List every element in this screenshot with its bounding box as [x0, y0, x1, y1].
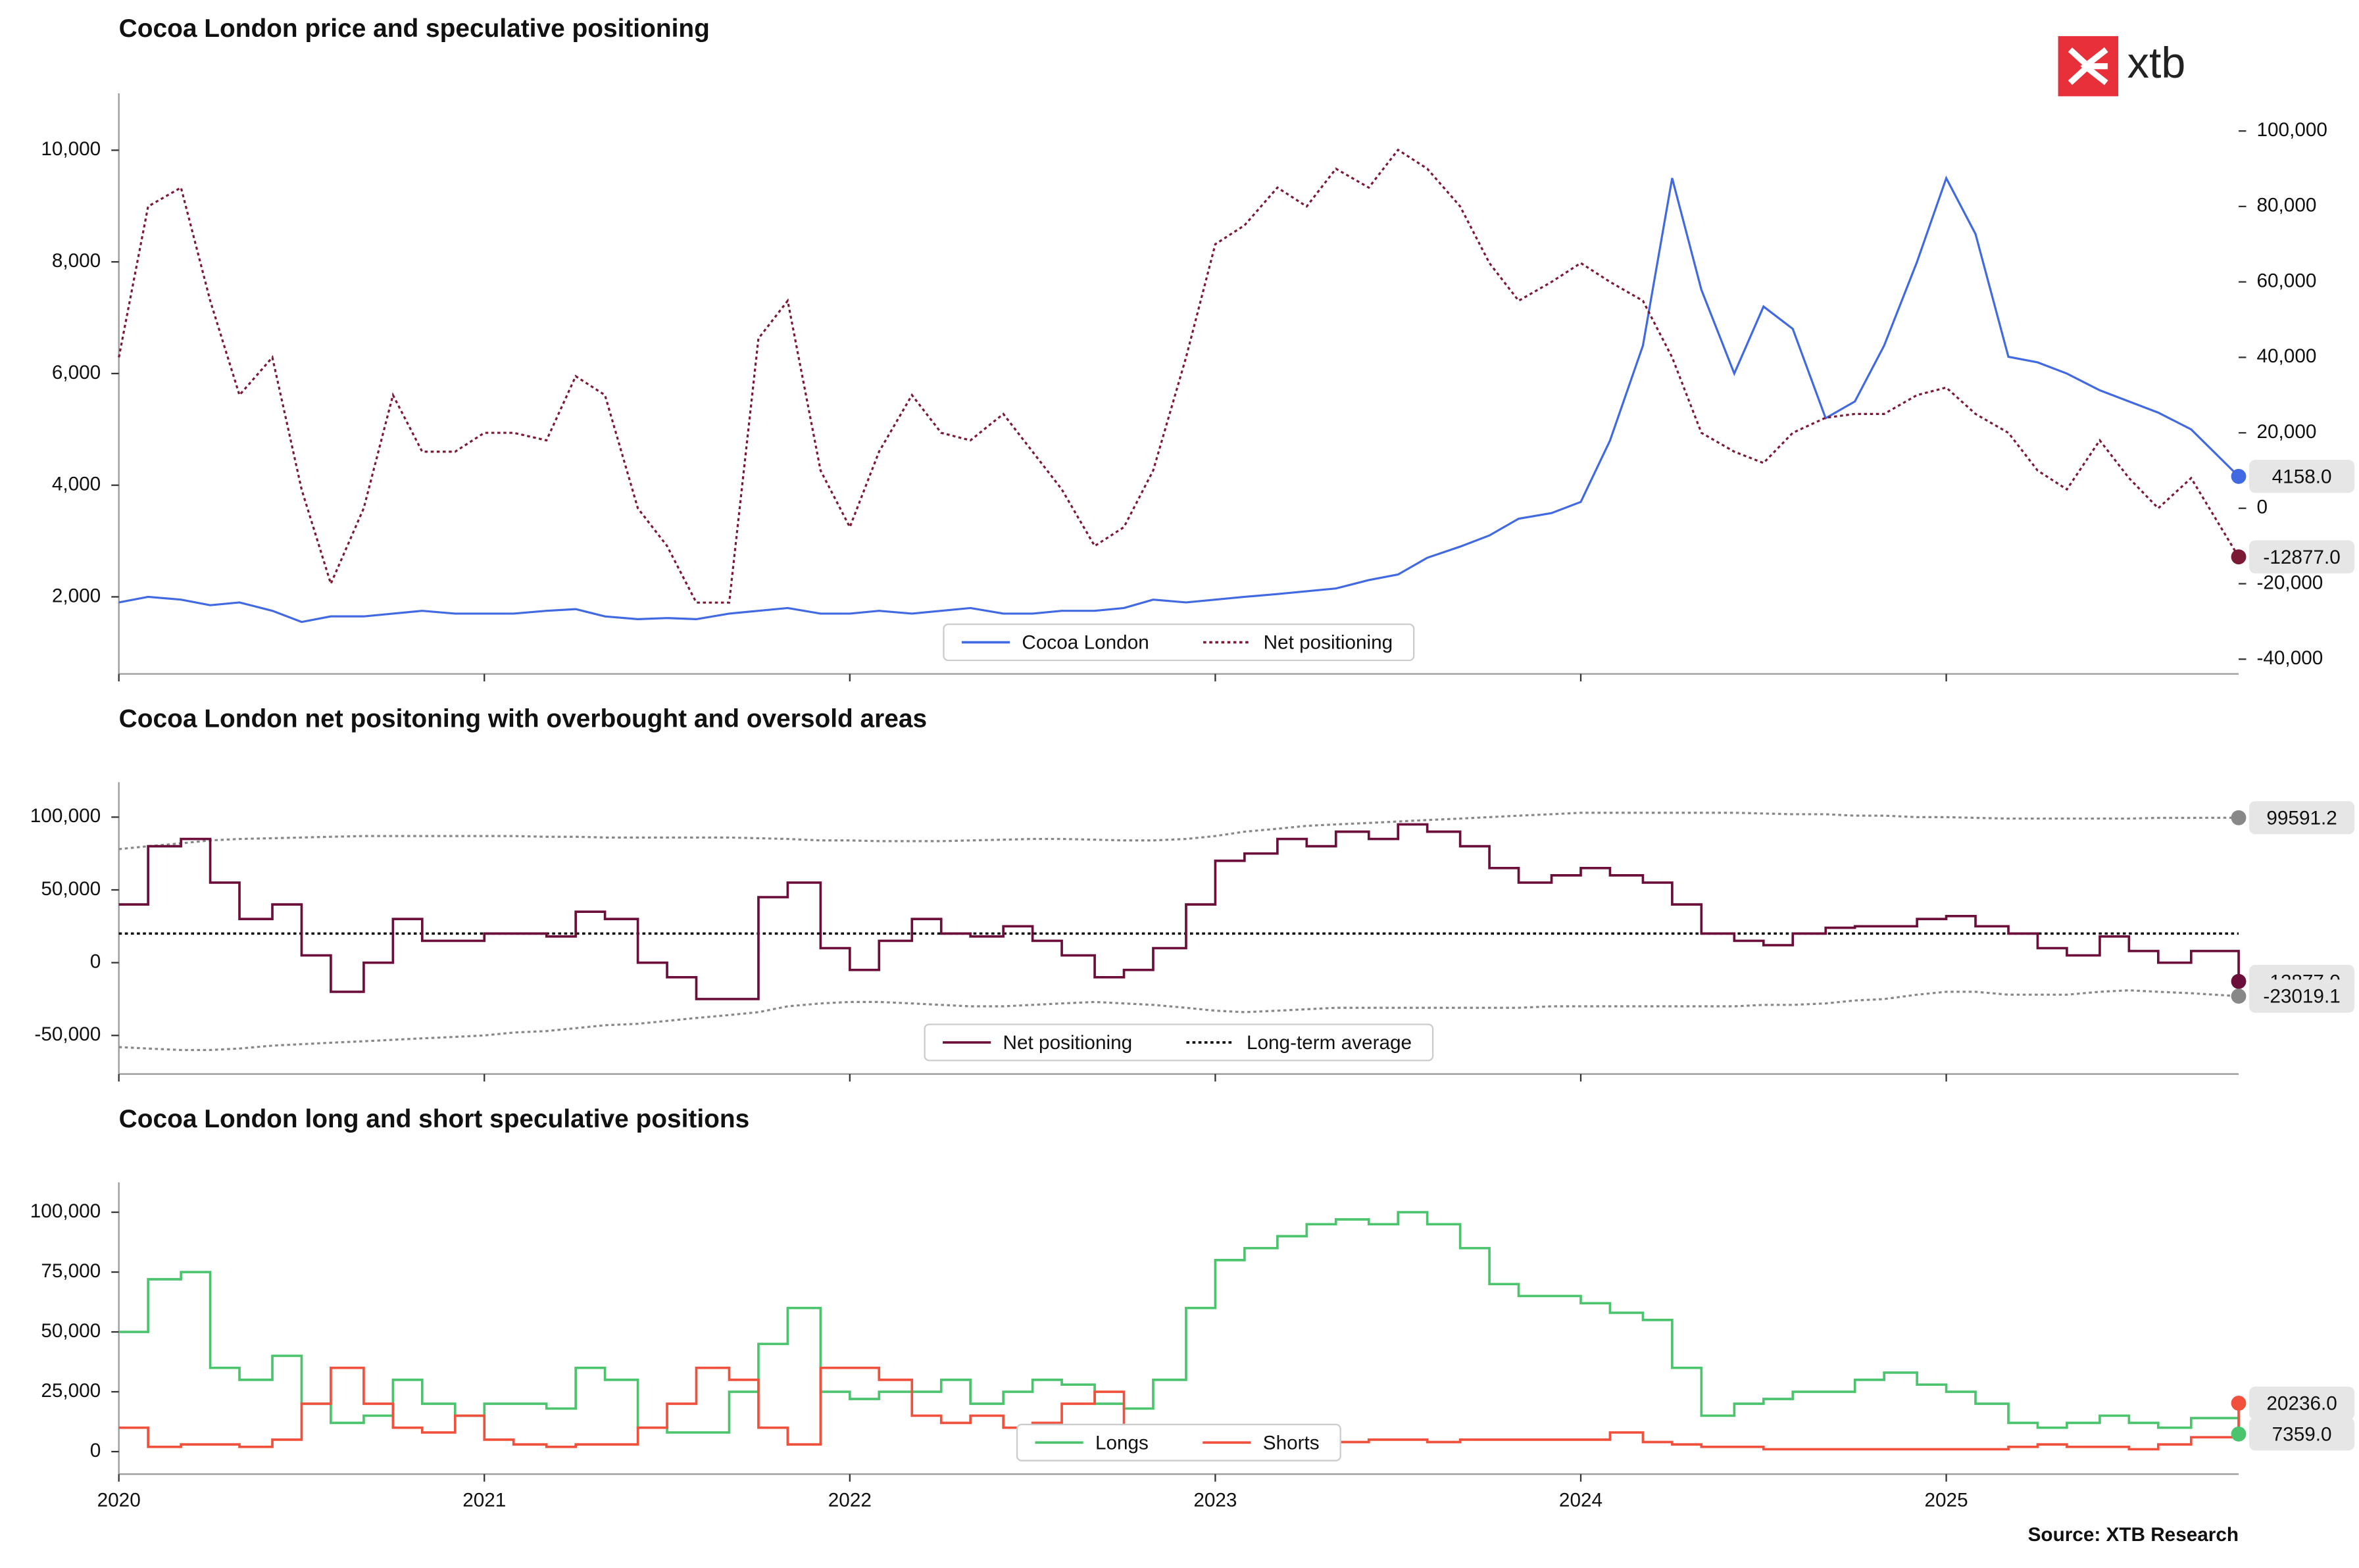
end-marker — [2231, 549, 2247, 565]
legend-box — [943, 623, 1415, 662]
y-tick-label: 75,000 — [41, 1260, 101, 1282]
y2-tick-label: 100,000 — [2256, 119, 2327, 141]
y2-tick-label: 80,000 — [2256, 195, 2316, 216]
y-tick-label: 6,000 — [52, 362, 101, 383]
y2-tick-label: 40,000 — [2256, 345, 2316, 367]
y2-tick-label: 20,000 — [2256, 421, 2316, 443]
end-label-box — [2249, 540, 2355, 574]
y2-tick-label: -40,000 — [2256, 647, 2323, 669]
end-label: -12877.0 — [2263, 547, 2340, 568]
series-line — [118, 1211, 2240, 1434]
end-label-box — [2249, 801, 2355, 835]
legend-box — [1016, 1423, 1341, 1461]
y-tick-label: -50,000 — [34, 1023, 101, 1045]
end-marker — [2231, 1426, 2247, 1442]
end-marker — [2231, 1395, 2247, 1411]
end-marker — [2231, 468, 2247, 484]
end-marker — [2231, 989, 2247, 1004]
legend-box — [924, 1023, 1434, 1062]
legend: Longs Shorts — [1016, 1423, 1341, 1461]
logo: xtb — [2058, 36, 2185, 97]
y-tick-label: 0 — [90, 1440, 101, 1461]
end-marker — [2231, 810, 2247, 825]
logo-text: xtb — [2127, 39, 2185, 87]
y-tick-label: 100,000 — [30, 1200, 101, 1222]
series-line — [118, 175, 2240, 624]
legend-label: Long-term average — [1247, 1032, 1412, 1054]
x-tick-label: 2023 — [1193, 1489, 1237, 1511]
end-label: -23019.1 — [2263, 986, 2340, 1008]
y-tick-label: 2,000 — [52, 585, 101, 606]
source: Source: XTB Research — [2028, 1524, 2239, 1546]
panel-title: Cocoa London price and speculative posit… — [119, 14, 710, 43]
legend-label: Cocoa London — [1022, 632, 1149, 654]
y-tick-label: 50,000 — [41, 878, 101, 900]
end-label-box — [2249, 460, 2355, 493]
end-label: 99591.2 — [2266, 807, 2337, 829]
series-line — [118, 989, 2239, 1052]
y-tick-label: 4,000 — [52, 474, 101, 495]
y-tick-label: 25,000 — [41, 1380, 101, 1402]
x-tick-label: 2025 — [1925, 1489, 1968, 1511]
x-tick-label: 2020 — [97, 1489, 141, 1511]
y-tick-label: 0 — [90, 951, 101, 973]
end-label-box — [2249, 979, 2355, 1013]
end-label: 7359.0 — [2272, 1423, 2332, 1445]
series-line — [118, 823, 2240, 1000]
series-line — [118, 148, 2240, 604]
panel-title: Cocoa London long and short speculative … — [119, 1105, 750, 1133]
y2-tick-label: -20,000 — [2256, 572, 2323, 593]
series-line — [118, 812, 2239, 850]
end-label: 20236.0 — [2266, 1393, 2337, 1415]
legend-label: Net positioning — [1003, 1032, 1133, 1054]
y-tick-label: 100,000 — [30, 805, 101, 827]
end-marker — [2231, 973, 2247, 989]
y2-tick-label: 0 — [2256, 497, 2268, 518]
x-tick-label: 2021 — [462, 1489, 506, 1511]
series-line — [118, 1366, 2240, 1451]
legend-label: Net positioning — [1264, 632, 1393, 654]
y2-tick-label: 60,000 — [2256, 270, 2316, 291]
end-label-box — [2249, 1417, 2355, 1451]
y-tick-label: 50,000 — [41, 1320, 101, 1342]
panel-title: Cocoa London net positoning with overbou… — [119, 705, 927, 733]
legend-label: Longs — [1095, 1432, 1149, 1454]
y-tick-label: 8,000 — [52, 250, 101, 272]
legend: Net positioning Long-term average — [924, 1023, 1434, 1062]
end-label-box — [2249, 1386, 2355, 1420]
y-tick-label: 10,000 — [41, 138, 101, 160]
legend-label: Shorts — [1263, 1432, 1320, 1454]
legend: Cocoa London Net positioning — [943, 623, 1415, 662]
x-tick-label: 2024 — [1559, 1489, 1602, 1511]
x-tick-label: 2022 — [828, 1489, 872, 1511]
logo-x — [2068, 47, 2108, 86]
end-label: 4158.0 — [2272, 466, 2332, 487]
